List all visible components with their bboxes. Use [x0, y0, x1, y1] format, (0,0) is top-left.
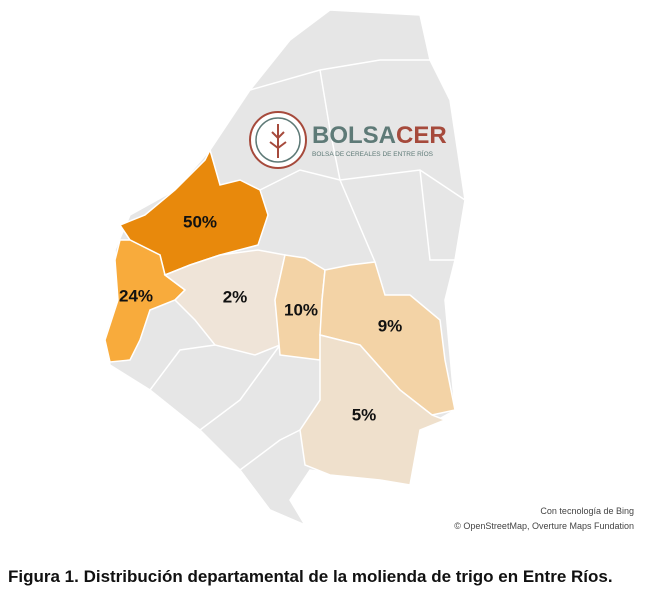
region-label: 2% — [223, 287, 248, 306]
logo: BOLSACER BOLSA DE CEREALES DE ENTRE RÍOS — [249, 111, 447, 169]
region-label: 10% — [284, 300, 318, 319]
logo-name: BOLSACER — [312, 122, 447, 149]
department-region — [163, 249, 286, 356]
region-label: 50% — [183, 212, 217, 231]
logo-name-part: BOLSA — [312, 122, 396, 149]
logo-emblem-ring — [255, 117, 301, 163]
logo-name-part: CER — [396, 122, 447, 149]
department-region — [299, 334, 448, 486]
region-label: 24% — [119, 286, 153, 305]
department-region — [104, 239, 187, 363]
region-label: 9% — [378, 316, 403, 335]
logo-wheat — [269, 124, 287, 158]
figure-caption: Figura 1. Distribución departamental de … — [8, 567, 613, 586]
region-label: 5% — [352, 405, 377, 424]
department-borders — [149, 59, 466, 471]
logo-tagline: BOLSA DE CEREALES DE ENTRE RÍOS — [312, 149, 434, 158]
attribution: © OpenStreetMap, Overture Maps Fundation — [454, 521, 634, 531]
attribution: Con tecnología de Bing — [540, 506, 634, 516]
